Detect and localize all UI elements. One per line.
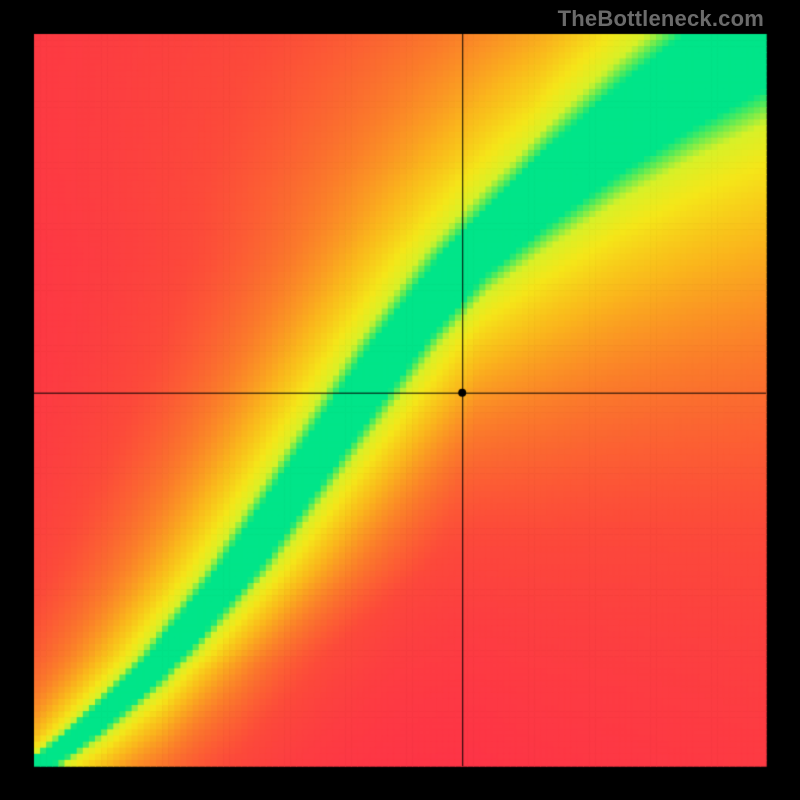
watermark-text: TheBottleneck.com [558,6,764,32]
page-root: TheBottleneck.com [0,0,800,800]
bottleneck-heatmap [0,0,800,800]
